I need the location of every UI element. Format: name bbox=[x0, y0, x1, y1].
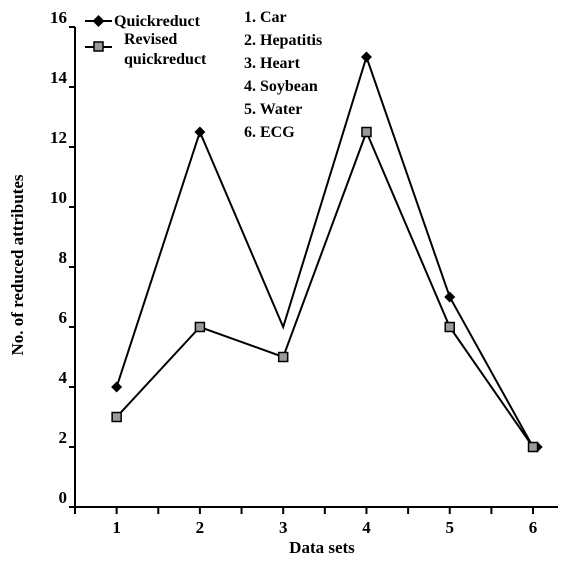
x-axis-title: Data sets bbox=[289, 538, 355, 557]
data-point bbox=[444, 321, 455, 333]
data-point bbox=[111, 381, 123, 393]
y-tick-label: 2 bbox=[59, 428, 68, 447]
y-axis-title: No. of reduced attributes bbox=[8, 174, 27, 355]
y-tick-label: 4 bbox=[59, 368, 68, 387]
y-tick-label: 16 bbox=[50, 8, 67, 27]
series-line bbox=[115, 129, 534, 448]
series-1 bbox=[111, 51, 543, 453]
dataset-notes: 1. Car 2. Hepatitis 3. Heart 4. Soybean … bbox=[244, 9, 322, 141]
legend-label-quickreduct: Quickreduct bbox=[114, 13, 201, 30]
series-line bbox=[115, 53, 534, 448]
data-point bbox=[527, 441, 539, 453]
y-tick-label: 14 bbox=[50, 68, 68, 87]
x-tick-label: 4 bbox=[362, 518, 371, 537]
y-ticks: 0 2 4 6 8 10 12 14 16 bbox=[50, 8, 75, 508]
note-water: 5. Water bbox=[244, 101, 302, 118]
x-tick-label: 2 bbox=[196, 518, 205, 537]
data-point bbox=[194, 321, 206, 333]
x-ticks: 1 2 3 4 5 6 bbox=[74, 507, 538, 537]
data-point bbox=[277, 351, 289, 363]
note-soybean: 4. Soybean bbox=[244, 78, 318, 95]
y-tick-label: 6 bbox=[59, 308, 68, 327]
legend-label-revised-line1: Revised bbox=[124, 31, 177, 48]
x-tick-label: 5 bbox=[445, 518, 454, 537]
x-tick-label: 6 bbox=[529, 518, 538, 537]
y-tick-label: 0 bbox=[59, 488, 68, 507]
y-tick-label: 12 bbox=[50, 128, 67, 147]
legend-square-marker bbox=[93, 41, 104, 52]
data-point bbox=[361, 126, 372, 138]
series-layer bbox=[111, 51, 543, 453]
note-hepatitis: 2. Hepatitis bbox=[244, 32, 322, 49]
legend-label-revised-line2: quickreduct bbox=[124, 51, 207, 68]
legend: Quickreduct Revised quickreduct bbox=[85, 13, 207, 68]
note-heart: 3. Heart bbox=[244, 55, 301, 72]
x-tick-label: 3 bbox=[279, 518, 288, 537]
note-car: 1. Car bbox=[244, 9, 287, 26]
data-point bbox=[360, 51, 372, 63]
data-point bbox=[111, 411, 122, 423]
data-point bbox=[444, 291, 456, 303]
data-point bbox=[194, 126, 206, 138]
y-tick-label: 10 bbox=[50, 188, 67, 207]
x-tick-label: 1 bbox=[112, 518, 121, 537]
note-ecg: 6. ECG bbox=[244, 124, 295, 141]
y-tick-label: 8 bbox=[59, 248, 68, 267]
series-2 bbox=[111, 126, 539, 453]
legend-diamond-marker bbox=[92, 15, 105, 27]
